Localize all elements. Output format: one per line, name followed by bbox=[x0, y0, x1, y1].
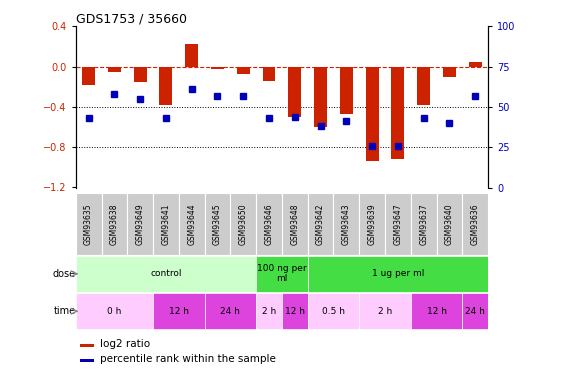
Bar bbox=[211, 66, 224, 69]
Bar bbox=[392, 66, 404, 159]
Bar bbox=[307, 256, 488, 292]
Bar bbox=[263, 66, 275, 81]
Text: GSM93637: GSM93637 bbox=[419, 203, 428, 245]
Text: 12 h: 12 h bbox=[426, 307, 447, 316]
Bar bbox=[359, 193, 385, 255]
Bar bbox=[333, 193, 359, 255]
Bar bbox=[436, 193, 462, 255]
Text: GSM93643: GSM93643 bbox=[342, 203, 351, 245]
Text: 12 h: 12 h bbox=[169, 307, 189, 316]
Bar bbox=[153, 293, 205, 329]
Text: GSM93648: GSM93648 bbox=[290, 203, 299, 245]
Text: 1 ug per ml: 1 ug per ml bbox=[372, 269, 424, 278]
Text: GSM93645: GSM93645 bbox=[213, 203, 222, 245]
Bar bbox=[231, 193, 256, 255]
Text: GSM93647: GSM93647 bbox=[393, 203, 402, 245]
Bar bbox=[359, 293, 411, 329]
Text: 12 h: 12 h bbox=[285, 307, 305, 316]
Bar bbox=[417, 66, 430, 105]
Bar bbox=[153, 193, 179, 255]
Bar bbox=[469, 62, 482, 66]
Bar bbox=[282, 193, 307, 255]
Bar bbox=[80, 359, 94, 362]
Text: GSM93636: GSM93636 bbox=[471, 203, 480, 245]
Bar bbox=[76, 256, 256, 292]
Bar bbox=[185, 44, 198, 66]
Text: 2 h: 2 h bbox=[378, 307, 392, 316]
Bar bbox=[282, 293, 307, 329]
Bar bbox=[256, 193, 282, 255]
Bar bbox=[443, 66, 456, 76]
Text: dose: dose bbox=[53, 269, 76, 279]
Text: GSM93638: GSM93638 bbox=[110, 203, 119, 245]
Bar bbox=[82, 66, 95, 85]
Bar bbox=[307, 193, 333, 255]
Bar bbox=[159, 66, 172, 105]
Text: 0 h: 0 h bbox=[107, 307, 122, 316]
Bar bbox=[307, 293, 359, 329]
Text: GSM93641: GSM93641 bbox=[162, 203, 171, 245]
Bar bbox=[237, 66, 250, 74]
Bar bbox=[411, 293, 462, 329]
Text: log2 ratio: log2 ratio bbox=[100, 339, 150, 349]
Bar bbox=[366, 66, 379, 161]
Text: control: control bbox=[150, 269, 182, 278]
Bar bbox=[108, 66, 121, 72]
Bar bbox=[179, 193, 205, 255]
Text: 24 h: 24 h bbox=[465, 307, 485, 316]
Bar bbox=[462, 293, 488, 329]
Text: GSM93649: GSM93649 bbox=[136, 203, 145, 245]
Text: GSM93646: GSM93646 bbox=[265, 203, 274, 245]
Bar bbox=[340, 66, 353, 114]
Bar bbox=[134, 66, 146, 82]
Text: time: time bbox=[54, 306, 76, 316]
Bar bbox=[102, 193, 127, 255]
Bar bbox=[76, 193, 102, 255]
Bar bbox=[256, 256, 307, 292]
Text: GSM93650: GSM93650 bbox=[239, 203, 248, 245]
Text: 0.5 h: 0.5 h bbox=[322, 307, 345, 316]
Bar bbox=[76, 293, 153, 329]
Text: GSM93642: GSM93642 bbox=[316, 203, 325, 245]
Bar bbox=[205, 193, 231, 255]
Text: GSM93635: GSM93635 bbox=[84, 203, 93, 245]
Bar bbox=[288, 66, 301, 117]
Text: GSM93644: GSM93644 bbox=[187, 203, 196, 245]
Text: 2 h: 2 h bbox=[262, 307, 276, 316]
Text: GSM93640: GSM93640 bbox=[445, 203, 454, 245]
Bar bbox=[462, 193, 488, 255]
Bar bbox=[80, 344, 94, 347]
Bar bbox=[127, 193, 153, 255]
Text: percentile rank within the sample: percentile rank within the sample bbox=[100, 354, 277, 364]
Bar bbox=[385, 193, 411, 255]
Bar bbox=[314, 66, 327, 127]
Text: GDS1753 / 35660: GDS1753 / 35660 bbox=[76, 12, 187, 25]
Bar bbox=[205, 293, 256, 329]
Text: 24 h: 24 h bbox=[220, 307, 240, 316]
Text: GSM93639: GSM93639 bbox=[367, 203, 376, 245]
Bar bbox=[411, 193, 436, 255]
Bar bbox=[256, 293, 282, 329]
Text: 100 ng per
ml: 100 ng per ml bbox=[257, 264, 307, 284]
